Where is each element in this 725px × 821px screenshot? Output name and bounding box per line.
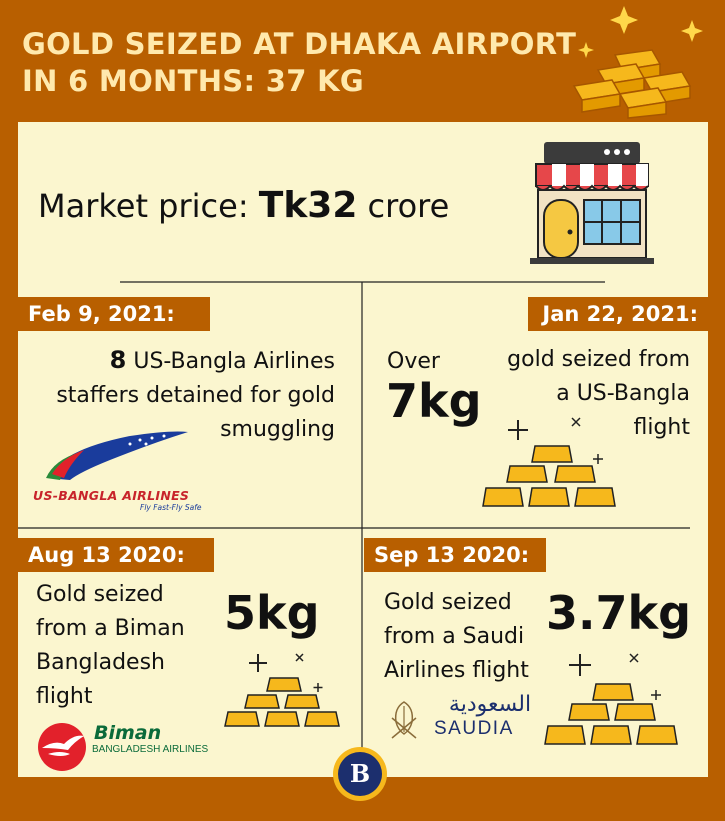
biman-logo-text: Biman xyxy=(94,722,162,744)
jan-text-c: flight xyxy=(633,415,690,440)
us-bangla-logo-text: US-BANGLA AIRLINES xyxy=(33,488,190,503)
jan-amount: 7kg xyxy=(386,374,482,428)
market-price: Market price: Tk32 crore xyxy=(38,185,449,226)
feb-text-b: staffers detained for gold xyxy=(56,383,335,408)
biman-logo-icon xyxy=(38,723,86,771)
us-bangla-tagline: Fly Fast-Fly Safe xyxy=(140,503,202,512)
date-tab-feb: Feb 9, 2021: xyxy=(18,297,210,331)
aug-description: Gold seized from a Biman Bangladesh flig… xyxy=(36,578,185,714)
market-price-label: Market price: xyxy=(38,187,259,225)
date-tab-jan: Jan 22, 2021: xyxy=(528,297,708,331)
feb-count: 8 xyxy=(109,346,127,374)
feb-description: 8 US-Bangla Airlines staffers detained f… xyxy=(5,343,335,447)
gold-bars-icon xyxy=(482,417,616,507)
sep-text-c: Airlines flight xyxy=(384,658,529,683)
aug-text-c: Bangladesh xyxy=(36,650,165,675)
sep-amount: 3.7kg xyxy=(546,586,692,640)
aug-text-a: Gold seized xyxy=(36,582,164,607)
date-tab-aug: Aug 13 2020: xyxy=(18,538,214,572)
jan-description: gold seized from a US-Bangla flight xyxy=(460,343,690,445)
feb-text-a: US-Bangla Airlines xyxy=(126,349,335,374)
gold-bars-stack-icon xyxy=(572,6,703,119)
aug-text-b: from a Biman xyxy=(36,616,185,641)
date-tab-sep: Sep 13 2020: xyxy=(364,538,546,572)
saudia-arabic-text: السعودية xyxy=(448,692,532,717)
market-price-value: Tk32 xyxy=(258,185,358,226)
us-bangla-logo-icon xyxy=(46,431,188,480)
sep-description: Gold seized from a Saudi Airlines flight xyxy=(384,586,529,688)
gold-bars-icon xyxy=(224,653,340,727)
saudia-logo-text: SAUDIA xyxy=(434,718,514,739)
page-title: GOLD SEIZED AT DHAKA AIRPORT IN 6 MONTHS… xyxy=(22,26,576,100)
shop-icon xyxy=(530,142,654,264)
brand-badge-inner: B xyxy=(338,752,382,796)
biman-logo-subtext: BANGLADESH AIRLINES xyxy=(92,744,209,755)
jan-text-a: gold seized from xyxy=(507,347,690,372)
aug-text-d: flight xyxy=(36,684,93,709)
jan-over: Over xyxy=(387,349,440,374)
title-line-1: GOLD SEIZED AT DHAKA AIRPORT xyxy=(22,27,577,61)
sep-text-a: Gold seized xyxy=(384,590,512,615)
aug-amount: 5kg xyxy=(224,586,320,640)
saudia-emblem-icon xyxy=(391,701,417,739)
feb-text-c: smuggling xyxy=(220,417,335,442)
sparkle-icon xyxy=(578,6,703,58)
brand-badge-letter: B xyxy=(349,759,371,788)
gold-bars-icon xyxy=(544,653,678,745)
title-line-2: IN 6 MONTHS: 37 KG xyxy=(22,64,364,98)
market-price-unit: crore xyxy=(357,187,450,225)
jan-text-b: a US-Bangla xyxy=(556,381,690,406)
brand-badge: B xyxy=(333,747,387,801)
sep-text-b: from a Saudi xyxy=(384,624,525,649)
